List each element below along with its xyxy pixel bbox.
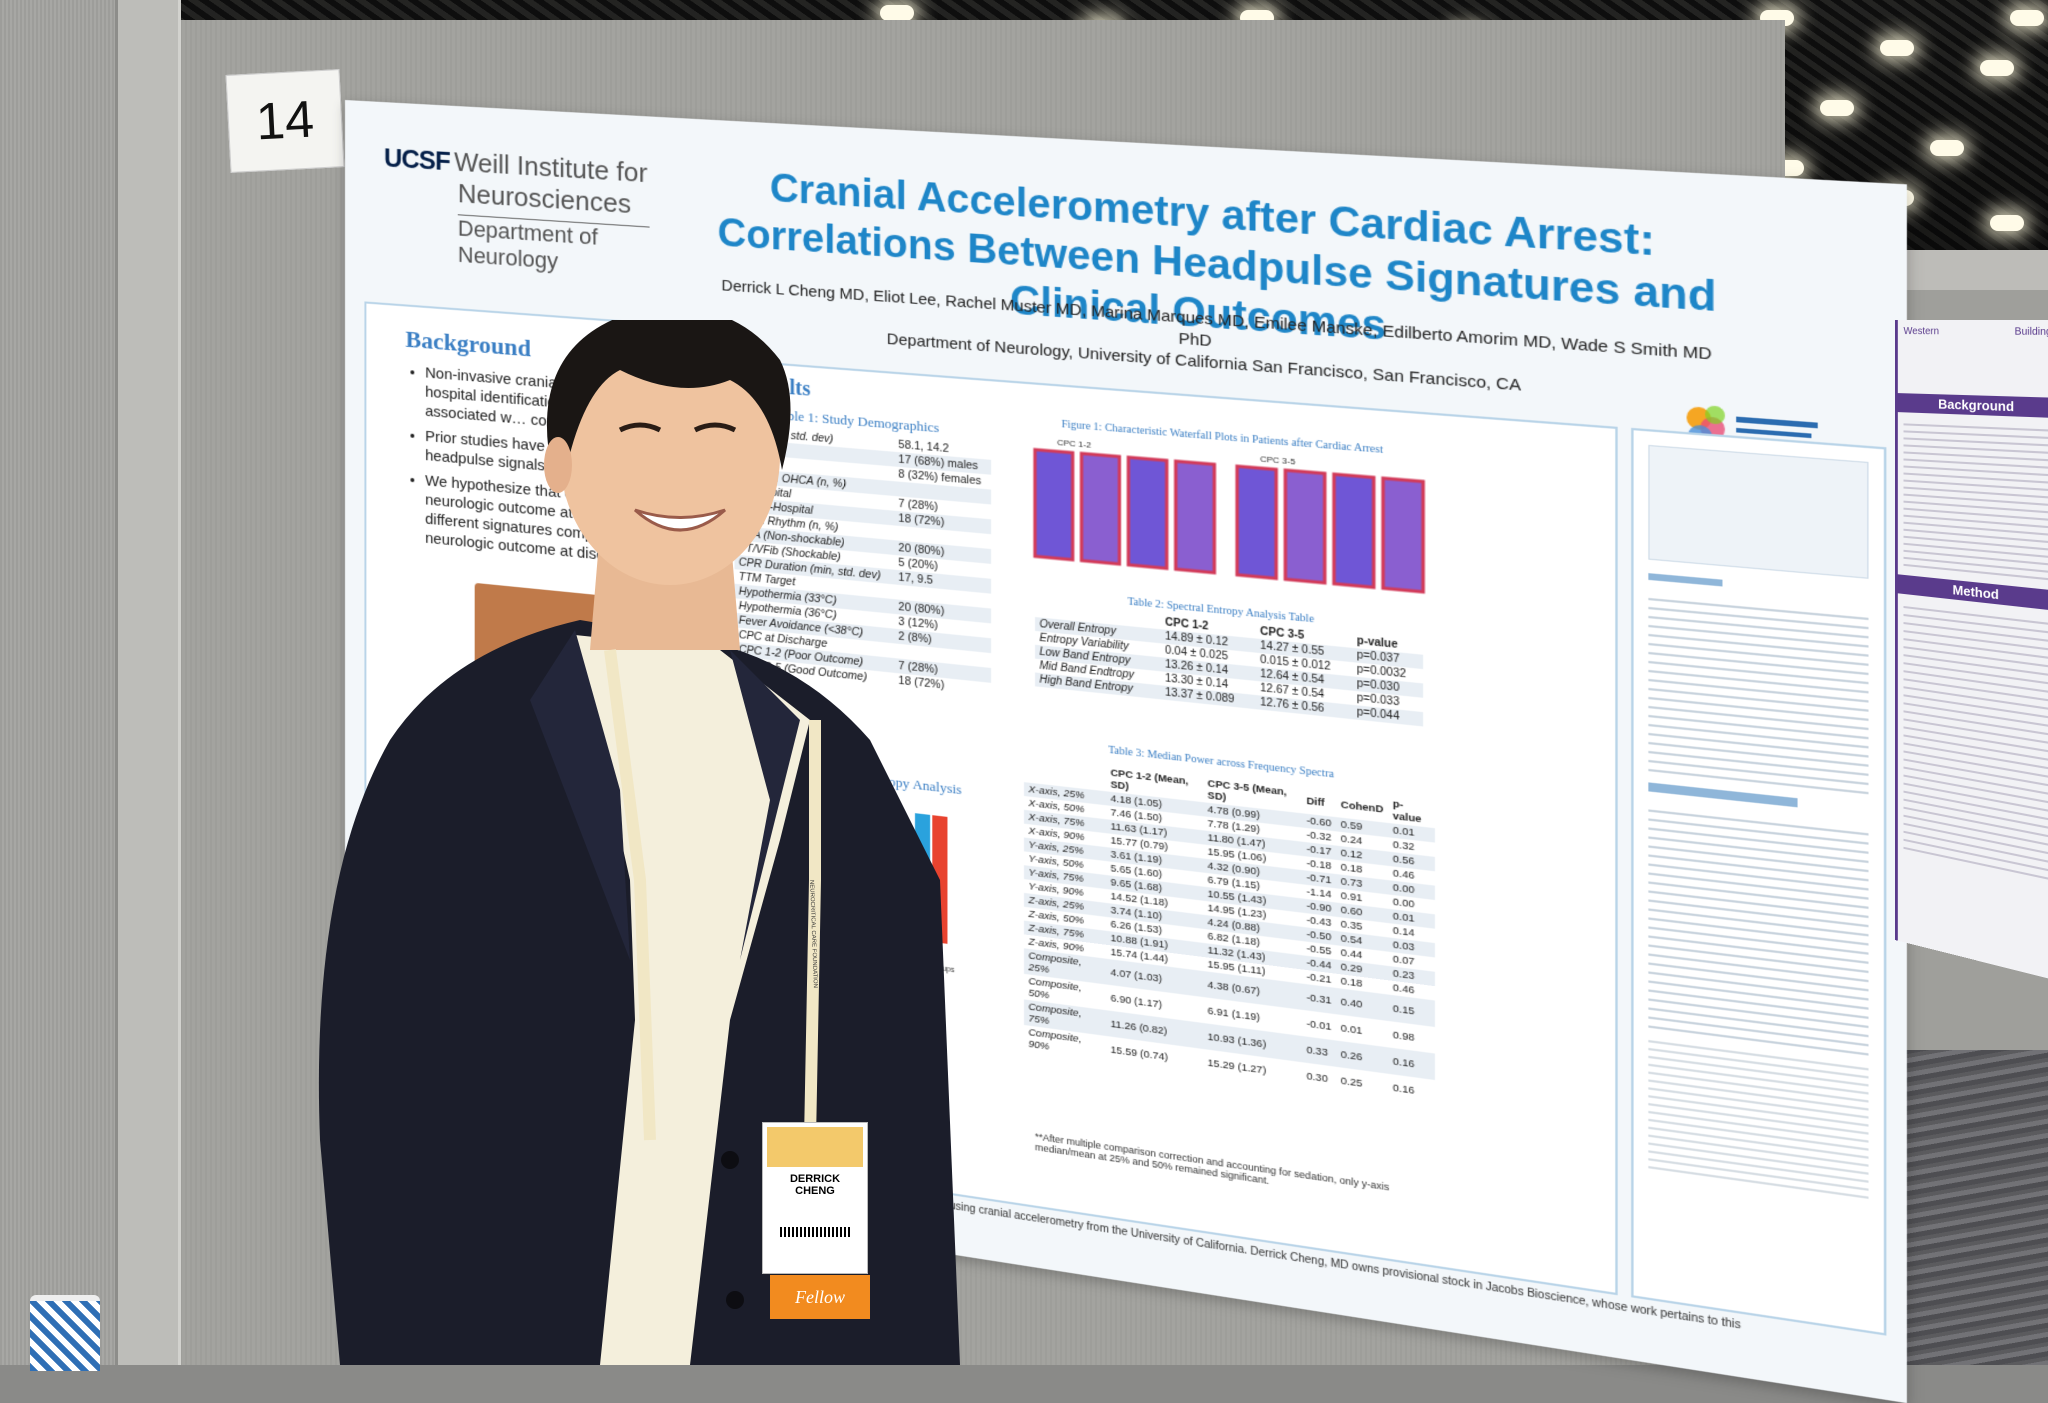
table3-footnote: **After multiple comparison correction a… <box>1035 1131 1435 1210</box>
waterfall-plot-thumbnail <box>1383 478 1423 592</box>
waterfall-plot-thumbnail <box>1082 453 1120 564</box>
badge-last-name: CHENG <box>763 1185 867 1197</box>
conclusions-section <box>1631 428 1886 1336</box>
figure1-group-label: CPC 1-2 <box>1057 437 1091 450</box>
table-cell: 0.16 <box>1388 1074 1435 1107</box>
figure1-group-label: CPC 3-5 <box>1260 454 1296 467</box>
badge-ribbon: Fellow <box>770 1275 870 1319</box>
badge-header-logo <box>767 1127 863 1167</box>
adjacent-poster: Western Building Background Method <box>1895 320 2048 981</box>
poster2-section-background: Background <box>1898 393 2048 418</box>
poster2-header-right: Building <box>2015 326 2048 338</box>
waterfall-plot-thumbnail <box>1334 474 1374 587</box>
waterfall-plot-thumbnail <box>1035 450 1073 560</box>
table-cell: 0.30 <box>1302 1062 1336 1093</box>
name-badge: DERRICK CHENG <box>762 1122 868 1274</box>
booth-number-card-left: 14 <box>226 69 345 173</box>
waterfall-plot-thumbnail <box>1237 466 1276 578</box>
badge-first-name: DERRICK <box>763 1173 867 1185</box>
table-header-cell: Diff <box>1302 787 1336 817</box>
ucsf-logo: UCSF Weill Institute for Neurosciences D… <box>384 142 696 284</box>
figure1-waterfall-plots: CPC 1-2 CPC 3-5 <box>1024 432 1435 598</box>
waterfall-plot-thumbnail <box>1285 470 1324 583</box>
figure3-plot <box>1648 445 1868 579</box>
median-power-table: CPC 1-2 (Mean, SD) CPC 3-5 (Mean, SD) Diff… <box>1024 757 1435 1107</box>
poster2-header-left: Western <box>1903 326 1939 337</box>
badge-barcode <box>780 1227 850 1237</box>
ucsf-mark: UCSF <box>384 142 450 176</box>
waterfall-plot-thumbnail <box>1128 457 1166 568</box>
table-cell: 0.25 <box>1336 1067 1388 1100</box>
left-partition-pole <box>115 0 181 1365</box>
paper-cup <box>30 1295 100 1371</box>
waterfall-plot-thumbnail <box>1176 461 1215 573</box>
